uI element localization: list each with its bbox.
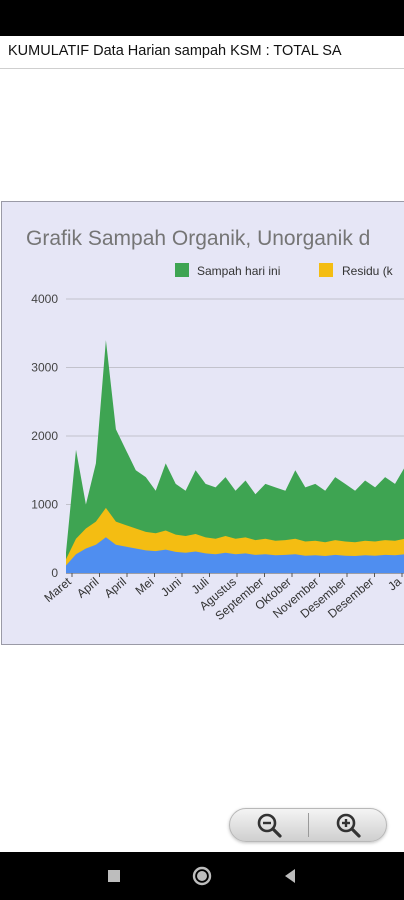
legend: Sampah hari ini Residu (k [175,263,394,278]
zoom-in-icon [336,813,361,838]
x-axis-ticks: Maret April April Mei Juni JuliAgustusSeptemb… [41,573,404,623]
square-icon[interactable] [102,864,126,888]
page-title: KUMULATIF Data Harian sampah KSM : TOTAL… [8,43,342,59]
triangle-back-icon[interactable] [278,864,302,888]
zoom-control [229,808,387,842]
x-tick-label: Juni [158,575,184,600]
area-layer [66,340,404,573]
y-tick-label: 1000 [31,498,58,512]
status-bar [0,0,404,36]
base-area [66,537,404,573]
x-tick-label: April [102,575,129,601]
legend-swatch-residu [319,263,333,277]
zoom-separator [308,813,309,837]
zoom-out-icon [257,813,282,838]
x-tick-label: Ja [385,574,404,593]
x-tick-label: April [74,575,101,601]
legend-swatch-total [175,263,189,277]
chart-title: Grafik Sampah Organik, Unorganik d [26,227,370,250]
chart-panel: Grafik Sampah Organik, Unorganik d Sampa… [1,201,404,645]
y-tick-label: 3000 [31,361,58,375]
chart-svg: Grafik Sampah Organik, Unorganik d Sampa… [26,227,404,623]
zoom-out-button[interactable] [230,809,308,841]
y-tick-label: 2000 [31,429,58,443]
y-tick-label: 0 [51,566,58,580]
navigation-bar [0,852,404,900]
circle-icon[interactable] [190,864,214,888]
legend-label-residu: Residu (k [342,264,394,278]
header-divider [0,68,404,69]
legend-label-total: Sampah hari ini [197,264,280,278]
zoom-in-button[interactable] [309,809,387,841]
y-axis-ticks: 4000 3000 2000 1000 0 [31,292,58,580]
series-area-sampah-hari-ini [66,340,404,573]
y-tick-label: 4000 [31,292,58,306]
x-tick-label: Mei [133,575,157,598]
